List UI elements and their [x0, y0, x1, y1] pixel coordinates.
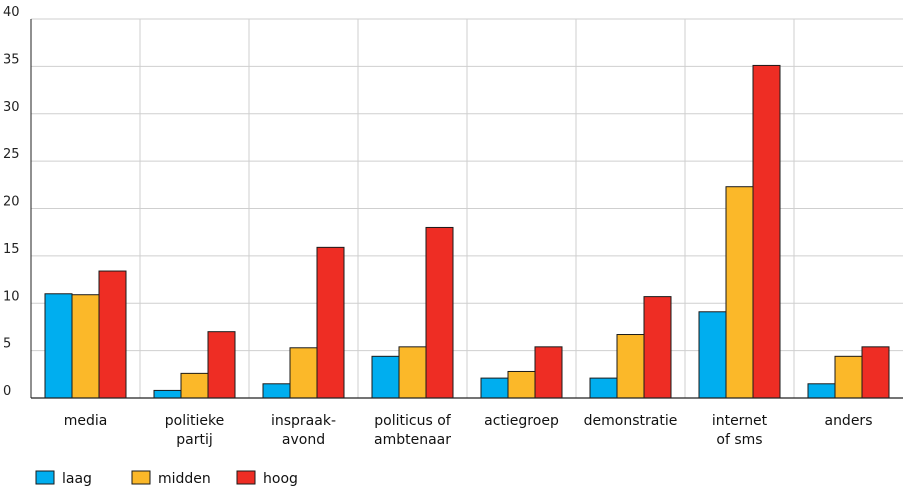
- x-category-label: of sms: [716, 432, 762, 448]
- bar-laag: [153, 389, 182, 399]
- y-tick-label: 30: [3, 100, 20, 115]
- bar-laag: [371, 355, 400, 399]
- y-tick-label: 10: [3, 289, 20, 304]
- legend-swatch-laag: [35, 470, 55, 485]
- bar-laag: [44, 293, 73, 399]
- y-axis-ticks: 0 5 10 15 20 25 30 35 40: [3, 5, 20, 399]
- x-category-label: demonstratie: [584, 413, 678, 429]
- bar-hoog: [643, 296, 672, 399]
- bar-midden: [289, 347, 318, 399]
- y-tick-label: 0: [3, 384, 11, 399]
- bar-hoog: [861, 346, 890, 399]
- gridlines: [31, 18, 903, 398]
- x-category-label: actiegroep: [484, 413, 559, 429]
- bar-hoog: [98, 270, 127, 399]
- y-tick-label: 35: [3, 52, 20, 67]
- bar-midden: [180, 372, 209, 399]
- bar-laag: [698, 311, 727, 399]
- bar-midden: [507, 370, 536, 399]
- bar-laag: [480, 377, 509, 399]
- bar-laag: [262, 383, 291, 399]
- bar-laag: [807, 383, 836, 399]
- bar-hoog: [534, 346, 563, 399]
- x-category-label: ambtenaar: [374, 432, 451, 448]
- legend: laag midden hoog: [35, 470, 298, 487]
- bar-midden: [616, 334, 645, 399]
- bar-midden: [71, 294, 100, 399]
- axes: [30, 19, 903, 399]
- x-category-label: politieke: [165, 413, 224, 429]
- x-category-label: anders: [824, 413, 872, 429]
- x-axis-labels: media politieke partij inspraak-avond politi…: [64, 413, 873, 448]
- bar-laag: [589, 377, 618, 399]
- y-tick-label: 20: [3, 195, 20, 210]
- legend-swatch-midden: [131, 470, 151, 485]
- bar-hoog: [207, 331, 236, 399]
- bar-midden: [398, 346, 427, 399]
- legend-label-laag: laag: [62, 471, 92, 487]
- x-category-label: politicus of: [374, 413, 451, 429]
- bar-midden: [725, 186, 754, 399]
- x-category-label: media: [64, 413, 108, 429]
- x-category-label: internet: [712, 413, 768, 429]
- y-tick-label: 40: [3, 5, 20, 20]
- legend-label-midden: midden: [158, 471, 211, 487]
- y-tick-label: 15: [3, 242, 20, 257]
- y-tick-label: 25: [3, 147, 20, 162]
- y-tick-label: 5: [3, 337, 11, 352]
- bar-hoog: [752, 64, 781, 399]
- x-category-label: partij: [176, 432, 213, 448]
- bar-midden: [834, 355, 863, 399]
- x-category-label: inspraak-: [271, 413, 336, 429]
- legend-label-hoog: hoog: [263, 471, 298, 487]
- legend-swatch-hoog: [236, 470, 256, 485]
- x-category-label: avond: [282, 432, 325, 448]
- bar-hoog: [316, 246, 345, 399]
- bars: [44, 64, 890, 399]
- bar-hoog: [425, 226, 454, 399]
